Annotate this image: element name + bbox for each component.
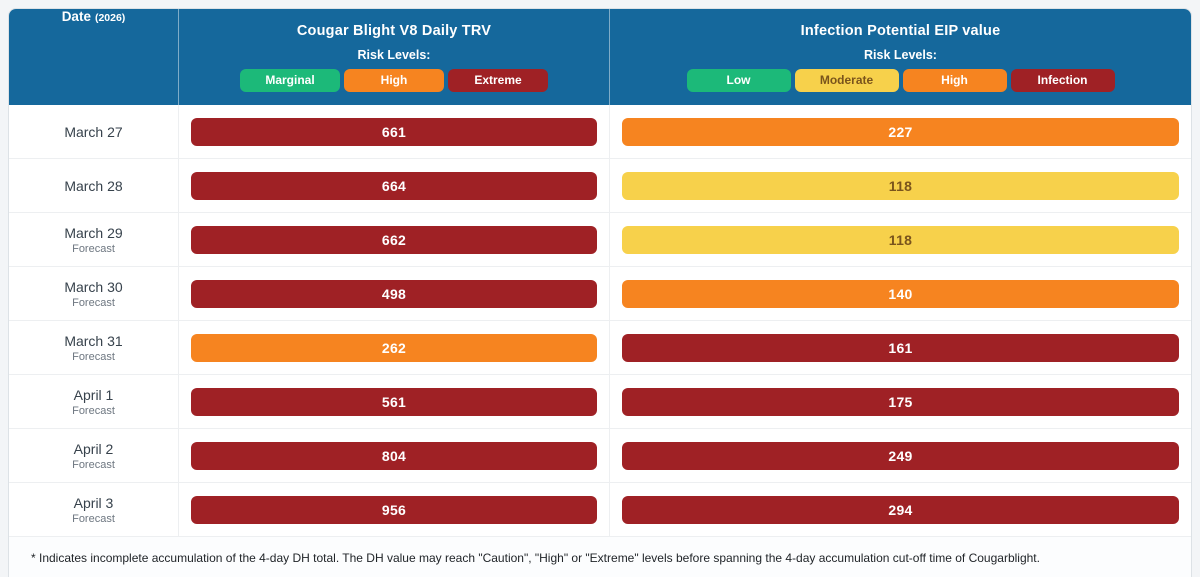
date-cell: March 30 Forecast <box>9 267 178 320</box>
table-row: March 28 664 118 <box>9 159 1191 213</box>
date-label: March 29 <box>64 224 123 241</box>
trv-cell: 956 <box>178 483 609 536</box>
risk-badge-infection: Infection <box>1010 68 1115 92</box>
eip-value-bar: 227 <box>622 117 1179 146</box>
eip-cell: 175 <box>609 375 1191 428</box>
date-label: March 27 <box>64 123 123 140</box>
forecast-label: Forecast <box>72 404 115 417</box>
forecast-label: Forecast <box>72 350 115 363</box>
trv-cell: 561 <box>178 375 609 428</box>
date-cell: April 3 Forecast <box>9 483 178 536</box>
eip-cell: 249 <box>609 429 1191 482</box>
eip-value-bar: 118 <box>622 171 1179 200</box>
trv-value-bar: 661 <box>191 117 597 146</box>
table-row: April 2 Forecast 804 249 <box>9 429 1191 483</box>
date-cell: March 31 Forecast <box>9 321 178 374</box>
trv-value-bar: 498 <box>191 279 597 308</box>
risk-badge-extreme: Extreme <box>448 68 548 92</box>
eip-value-bar: 294 <box>622 495 1179 524</box>
table-row: April 1 Forecast 561 175 <box>9 375 1191 429</box>
forecast-label: Forecast <box>72 458 115 471</box>
date-column-header: Date (2026) <box>9 9 178 105</box>
date-cell: March 27 <box>9 105 178 158</box>
table-row: March 30 Forecast 498 140 <box>9 267 1191 321</box>
table-header: Date (2026) Cougar Blight V8 Daily TRV R… <box>9 9 1191 105</box>
date-label: March 30 <box>64 278 123 295</box>
date-cell: March 28 <box>9 159 178 212</box>
date-label: March 28 <box>64 177 123 194</box>
date-header-label: Date <box>61 9 91 24</box>
eip-cell: 227 <box>609 105 1191 158</box>
trv-value-bar: 664 <box>191 171 597 200</box>
trv-value-bar: 262 <box>191 333 597 362</box>
table-body: March 27 661 227 March 28 664 118 <box>9 105 1191 537</box>
trv-value-bar: 662 <box>191 225 597 254</box>
eip-value-bar: 249 <box>622 441 1179 470</box>
trv-cell: 662 <box>178 213 609 266</box>
date-label: April 2 <box>73 440 114 457</box>
date-label: March 31 <box>64 332 123 349</box>
trv-value-bar: 561 <box>191 387 597 416</box>
eip-cell: 118 <box>609 213 1191 266</box>
risk-table-card: Date (2026) Cougar Blight V8 Daily TRV R… <box>8 8 1192 577</box>
table-row: April 3 Forecast 956 294 <box>9 483 1191 537</box>
risk-badge-marginal: Marginal <box>240 68 340 92</box>
date-cell: April 2 Forecast <box>9 429 178 482</box>
forecast-label: Forecast <box>72 296 115 309</box>
trv-cell: 804 <box>178 429 609 482</box>
eip-risk-legend: Low Moderate High Infection <box>686 68 1115 92</box>
table-row: March 27 661 227 <box>9 105 1191 159</box>
date-label: April 1 <box>73 386 114 403</box>
date-header-year: (2026) <box>94 12 126 24</box>
table-row: March 29 Forecast 662 118 <box>9 213 1191 267</box>
trv-risk-levels-label: Risk Levels: <box>357 47 431 62</box>
eip-cell: 118 <box>609 159 1191 212</box>
table-row: March 31 Forecast 262 161 <box>9 321 1191 375</box>
eip-cell: 161 <box>609 321 1191 374</box>
eip-value-bar: 118 <box>622 225 1179 254</box>
eip-value-bar: 161 <box>622 333 1179 362</box>
trv-column-title: Cougar Blight V8 Daily TRV <box>296 22 492 39</box>
forecast-label: Forecast <box>72 242 115 255</box>
eip-value-bar: 140 <box>622 279 1179 308</box>
date-label: April 3 <box>73 494 114 511</box>
eip-cell: 294 <box>609 483 1191 536</box>
trv-value-bar: 956 <box>191 495 597 524</box>
forecast-label: Forecast <box>72 512 115 525</box>
eip-column-title: Infection Potential EIP value <box>800 22 1001 39</box>
date-cell: April 1 Forecast <box>9 375 178 428</box>
eip-risk-levels-label: Risk Levels: <box>864 47 937 62</box>
trv-cell: 262 <box>178 321 609 374</box>
risk-badge-high: High <box>902 68 1007 92</box>
trv-cell: 664 <box>178 159 609 212</box>
trv-cell: 498 <box>178 267 609 320</box>
trv-risk-legend: Marginal High Extreme <box>240 68 548 92</box>
risk-badge-moderate: Moderate <box>794 68 899 92</box>
date-cell: March 29 Forecast <box>9 213 178 266</box>
table-footnote: * Indicates incomplete accumulation of t… <box>9 537 1191 577</box>
risk-badge-low: Low <box>686 68 791 92</box>
eip-cell: 140 <box>609 267 1191 320</box>
eip-value-bar: 175 <box>622 387 1179 416</box>
trv-column-header: Cougar Blight V8 Daily TRV Risk Levels: … <box>178 9 609 105</box>
trv-value-bar: 804 <box>191 441 597 470</box>
risk-badge-high: High <box>344 68 444 92</box>
trv-cell: 661 <box>178 105 609 158</box>
eip-column-header: Infection Potential EIP value Risk Level… <box>609 9 1191 105</box>
